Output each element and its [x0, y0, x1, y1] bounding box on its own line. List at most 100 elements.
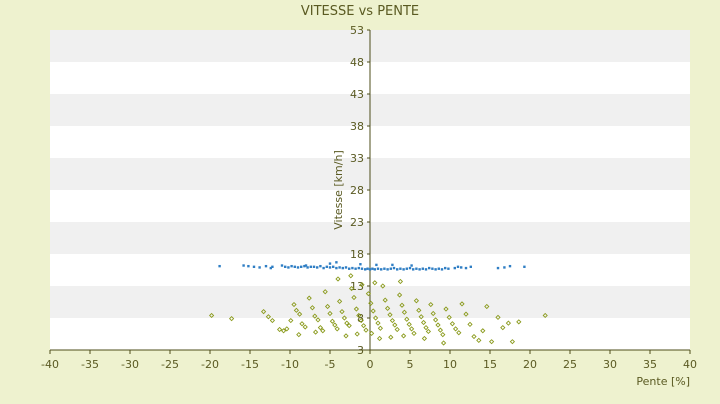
data-point-series-2	[463, 311, 469, 317]
data-point-series-1	[405, 267, 408, 270]
data-point-series-1	[328, 262, 332, 265]
y-tick-label: 38	[350, 120, 364, 133]
data-points	[208, 261, 548, 346]
data-point-series-1	[523, 265, 526, 268]
data-point-series-1	[252, 265, 256, 268]
y-tick-label: 48	[350, 56, 364, 69]
data-point-series-1	[437, 267, 440, 270]
data-point-series-1	[328, 266, 332, 269]
data-point-series-1	[366, 267, 369, 270]
data-point-series-2	[372, 315, 379, 321]
data-point-series-2	[399, 302, 405, 308]
data-point-series-1	[218, 264, 221, 268]
data-point-series-2	[459, 301, 465, 307]
data-point-series-1	[418, 268, 421, 271]
data-point-series-2	[336, 298, 343, 304]
data-point-series-2	[208, 312, 215, 319]
data-point-series-1	[373, 268, 376, 271]
data-point-series-1	[421, 267, 424, 270]
data-point-series-2	[365, 291, 372, 297]
data-point-series-2	[317, 324, 324, 331]
data-point-series-2	[446, 314, 452, 320]
data-point-series-2	[291, 301, 297, 308]
data-point-series-2	[467, 321, 473, 328]
x-tick-label: -20	[201, 358, 219, 371]
data-point-series-2	[293, 307, 300, 313]
data-point-series-2	[280, 328, 287, 334]
data-point-series-2	[413, 298, 420, 304]
data-point-series-1	[375, 263, 378, 267]
data-point-series-1	[428, 266, 431, 270]
data-point-series-1	[338, 266, 341, 269]
x-tick-label: 35	[643, 358, 657, 371]
data-point-series-1	[399, 267, 402, 270]
data-point-series-1	[306, 266, 309, 269]
data-point-series-2	[356, 312, 362, 319]
data-point-series-2	[372, 280, 378, 286]
data-point-series-2	[302, 324, 308, 330]
data-point-series-2	[368, 300, 374, 306]
data-point-series-1	[325, 265, 328, 268]
data-point-series-2	[376, 335, 383, 342]
x-tick-labels: -40 -35 -30 -25 -20 -15 -10 -5 0 5 10 15 20 25 30 35 40	[41, 350, 697, 371]
data-point-series-1	[287, 266, 290, 269]
x-tick-label: 25	[563, 358, 577, 371]
data-point-series-2	[397, 278, 404, 285]
data-point-series-1	[412, 268, 415, 271]
data-point-series-1	[341, 266, 344, 270]
data-point-series-1	[293, 265, 296, 268]
x-tick-label: 5	[407, 358, 414, 371]
data-point-series-1	[389, 267, 392, 270]
data-point-series-2	[432, 317, 439, 323]
data-point-series-2	[435, 322, 441, 328]
data-point-series-2	[452, 326, 459, 332]
data-point-series-1	[464, 266, 468, 270]
data-point-series-1	[296, 266, 300, 269]
data-point-series-2	[296, 332, 302, 338]
data-point-series-1	[368, 268, 372, 271]
data-point-series-1	[332, 265, 335, 268]
data-point-series-2	[480, 328, 486, 334]
y-tick-label: 13	[350, 280, 364, 293]
data-point-series-1	[503, 266, 506, 269]
data-point-series-2	[428, 301, 434, 308]
data-point-series-2	[421, 335, 428, 342]
x-tick-label: 40	[683, 358, 697, 371]
data-point-series-2	[411, 330, 417, 336]
x-axis-label: Pente [%]	[636, 375, 690, 388]
data-point-series-2	[299, 321, 305, 327]
data-point-series-2	[408, 326, 415, 332]
y-tick-label: 8	[357, 312, 364, 325]
data-point-series-2	[260, 308, 267, 315]
data-point-series-2	[401, 309, 408, 315]
data-point-series-2	[335, 276, 341, 282]
x-tick-label: -40	[41, 358, 59, 371]
data-point-series-1	[344, 266, 348, 269]
data-point-series-2	[329, 318, 336, 324]
data-point-series-2	[387, 312, 393, 318]
x-tick-label: -15	[241, 358, 259, 371]
data-point-series-2	[389, 317, 396, 324]
x-tick-label: -35	[81, 358, 99, 371]
data-point-series-2	[375, 320, 381, 326]
y-axis-label: Vitesse [km/h]	[332, 150, 345, 230]
data-point-series-2	[430, 310, 436, 317]
data-point-series-1	[391, 263, 394, 267]
data-point-series-2	[400, 333, 407, 339]
data-point-series-2	[327, 310, 333, 317]
data-point-series-2	[425, 328, 432, 335]
y-tick-label: 28	[350, 184, 364, 197]
data-point-series-2	[358, 317, 364, 324]
data-point-series-1	[402, 268, 405, 271]
data-point-series-2	[380, 283, 386, 289]
y-tick-label: 23	[350, 216, 364, 229]
data-point-series-1	[242, 264, 245, 267]
data-point-series-2	[269, 317, 276, 324]
data-point-series-2	[416, 307, 422, 313]
y-tick-label: 33	[350, 152, 364, 165]
y-tick-label: 3	[357, 344, 364, 357]
data-point-series-1	[508, 264, 512, 268]
data-point-series-2	[332, 322, 338, 328]
data-point-series-2	[315, 317, 321, 323]
data-point-series-1	[440, 268, 444, 271]
